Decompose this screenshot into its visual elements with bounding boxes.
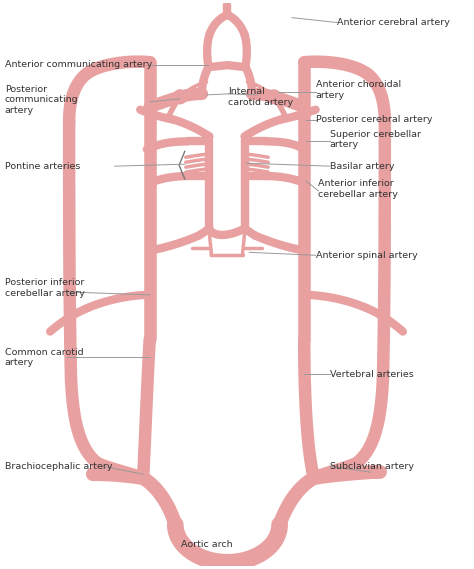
- Text: Posterior
communicating
artery: Posterior communicating artery: [5, 85, 78, 115]
- Text: Posterior cerebral artery: Posterior cerebral artery: [316, 115, 432, 124]
- Text: Posterior inferior
cerebellar artery: Posterior inferior cerebellar artery: [5, 278, 84, 298]
- Text: Superior cerebellar
artery: Superior cerebellar artery: [330, 130, 421, 149]
- Text: Subclavian artery: Subclavian artery: [330, 461, 414, 471]
- Text: Vertebral arteries: Vertebral arteries: [330, 370, 414, 378]
- Text: Anterior inferior
cerebellar artery: Anterior inferior cerebellar artery: [319, 179, 398, 199]
- Text: Anterior choroidal
artery: Anterior choroidal artery: [316, 80, 401, 100]
- Text: Internal
carotid artery: Internal carotid artery: [228, 87, 293, 106]
- Text: Anterior communicating artery: Anterior communicating artery: [5, 60, 152, 69]
- Text: Pontine arteries: Pontine arteries: [5, 162, 80, 171]
- Circle shape: [173, 90, 187, 104]
- Text: Anterior spinal artery: Anterior spinal artery: [316, 251, 418, 260]
- Text: Brachiocephalic artery: Brachiocephalic artery: [5, 461, 112, 471]
- Text: Common carotid
artery: Common carotid artery: [5, 348, 83, 367]
- Text: Basilar artery: Basilar artery: [330, 162, 394, 171]
- Text: Anterior cerebral artery: Anterior cerebral artery: [337, 18, 450, 27]
- Text: Aortic arch: Aortic arch: [181, 540, 232, 549]
- Circle shape: [267, 90, 281, 104]
